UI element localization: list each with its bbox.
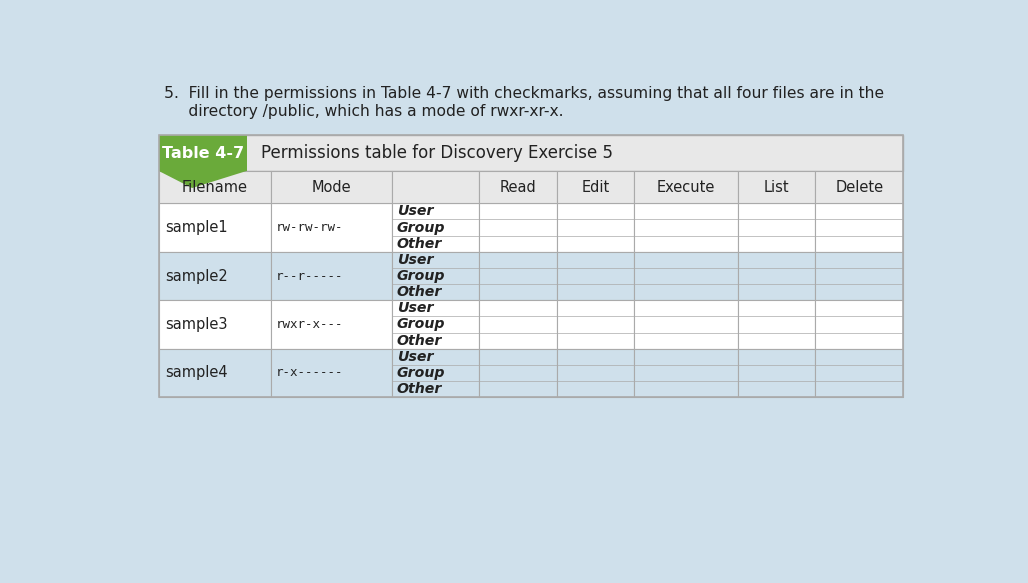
Polygon shape xyxy=(158,171,247,188)
FancyBboxPatch shape xyxy=(158,300,271,349)
Text: Group: Group xyxy=(397,318,445,332)
FancyBboxPatch shape xyxy=(479,349,556,397)
Text: List: List xyxy=(764,180,790,195)
FancyBboxPatch shape xyxy=(634,203,738,252)
Text: rw-rw-rw-: rw-rw-rw- xyxy=(276,221,343,234)
Text: Other: Other xyxy=(397,237,442,251)
FancyBboxPatch shape xyxy=(271,252,392,300)
Text: User: User xyxy=(397,253,433,267)
Text: User: User xyxy=(397,350,433,364)
FancyBboxPatch shape xyxy=(158,135,247,171)
Text: 5.  Fill in the permissions in Table 4-7 with checkmarks, assuming that all four: 5. Fill in the permissions in Table 4-7 … xyxy=(164,86,884,101)
Text: sample1: sample1 xyxy=(166,220,228,235)
FancyBboxPatch shape xyxy=(556,203,634,252)
Text: Filename: Filename xyxy=(182,180,248,195)
FancyBboxPatch shape xyxy=(479,300,556,349)
FancyBboxPatch shape xyxy=(556,252,634,300)
Text: Group: Group xyxy=(397,220,445,234)
FancyBboxPatch shape xyxy=(392,203,479,252)
FancyBboxPatch shape xyxy=(815,252,903,300)
Text: directory /public, which has a mode of rwxr-xr-x.: directory /public, which has a mode of r… xyxy=(164,104,563,118)
Text: sample3: sample3 xyxy=(166,317,227,332)
Text: Other: Other xyxy=(397,333,442,347)
FancyBboxPatch shape xyxy=(271,203,392,252)
FancyBboxPatch shape xyxy=(556,300,634,349)
FancyBboxPatch shape xyxy=(392,300,479,349)
Text: User: User xyxy=(397,205,433,219)
FancyBboxPatch shape xyxy=(738,171,815,203)
Text: Read: Read xyxy=(500,180,537,195)
FancyBboxPatch shape xyxy=(556,171,634,203)
Text: Mode: Mode xyxy=(311,180,352,195)
FancyBboxPatch shape xyxy=(158,135,903,171)
Text: Other: Other xyxy=(397,382,442,396)
FancyBboxPatch shape xyxy=(271,300,392,349)
Text: Group: Group xyxy=(397,269,445,283)
FancyBboxPatch shape xyxy=(738,349,815,397)
FancyBboxPatch shape xyxy=(392,252,479,300)
Text: rwxr-x---: rwxr-x--- xyxy=(276,318,343,331)
FancyBboxPatch shape xyxy=(158,349,271,397)
FancyBboxPatch shape xyxy=(271,349,392,397)
Text: Table 4-7: Table 4-7 xyxy=(161,146,244,160)
FancyBboxPatch shape xyxy=(158,252,271,300)
FancyBboxPatch shape xyxy=(479,171,556,203)
Text: r--r-----: r--r----- xyxy=(276,269,343,283)
FancyBboxPatch shape xyxy=(815,171,903,203)
FancyBboxPatch shape xyxy=(392,171,479,203)
Text: Execute: Execute xyxy=(657,180,715,195)
FancyBboxPatch shape xyxy=(634,349,738,397)
FancyBboxPatch shape xyxy=(738,252,815,300)
FancyBboxPatch shape xyxy=(158,203,271,252)
Text: Group: Group xyxy=(397,366,445,380)
Text: sample2: sample2 xyxy=(166,269,228,283)
FancyBboxPatch shape xyxy=(479,203,556,252)
Text: sample4: sample4 xyxy=(166,366,228,381)
Text: Edit: Edit xyxy=(581,180,610,195)
Text: User: User xyxy=(397,301,433,315)
FancyBboxPatch shape xyxy=(634,252,738,300)
FancyBboxPatch shape xyxy=(815,349,903,397)
FancyBboxPatch shape xyxy=(634,171,738,203)
FancyBboxPatch shape xyxy=(815,203,903,252)
FancyBboxPatch shape xyxy=(158,171,271,203)
FancyBboxPatch shape xyxy=(556,349,634,397)
FancyBboxPatch shape xyxy=(738,203,815,252)
Text: Delete: Delete xyxy=(835,180,883,195)
Text: r-x------: r-x------ xyxy=(276,367,343,380)
Text: Other: Other xyxy=(397,285,442,299)
FancyBboxPatch shape xyxy=(392,349,479,397)
FancyBboxPatch shape xyxy=(634,300,738,349)
FancyBboxPatch shape xyxy=(479,252,556,300)
FancyBboxPatch shape xyxy=(815,300,903,349)
Text: Permissions table for Discovery Exercise 5: Permissions table for Discovery Exercise… xyxy=(261,144,613,162)
FancyBboxPatch shape xyxy=(738,300,815,349)
FancyBboxPatch shape xyxy=(271,171,392,203)
